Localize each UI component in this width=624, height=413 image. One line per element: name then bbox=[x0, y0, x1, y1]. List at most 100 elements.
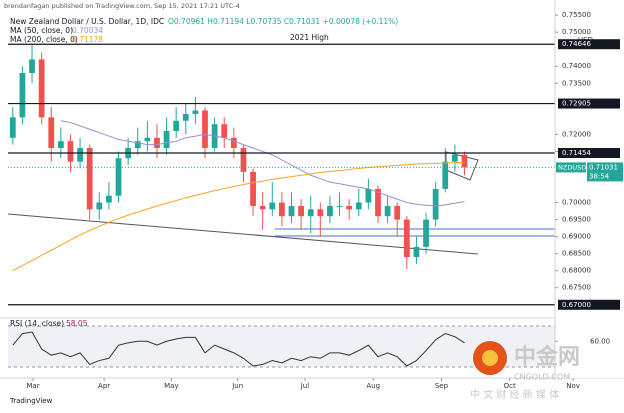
watermark-brand: 中金网 bbox=[514, 344, 580, 370]
candle-body bbox=[38, 59, 45, 118]
y-tick-label: 0.67500 bbox=[562, 284, 591, 292]
legend-value: 0.70034 bbox=[72, 26, 103, 35]
candle-body bbox=[327, 205, 333, 217]
candle-body bbox=[106, 195, 112, 203]
candle-body bbox=[259, 205, 266, 210]
footer: TradingView bbox=[9, 397, 53, 405]
y-tick-label: 0.72000 bbox=[562, 130, 591, 138]
candle-body bbox=[96, 202, 103, 210]
candle-body bbox=[221, 124, 228, 138]
x-tick-label: Mar bbox=[26, 382, 39, 390]
candle-body bbox=[384, 205, 391, 217]
candle-body bbox=[115, 158, 122, 196]
level-label-box bbox=[558, 39, 620, 50]
candle-body bbox=[67, 141, 74, 162]
candle-body bbox=[269, 202, 276, 210]
candle-body bbox=[307, 209, 314, 217]
y-tick-label: 0.69500 bbox=[562, 216, 591, 224]
candle-body bbox=[163, 130, 170, 149]
level-label-box bbox=[558, 147, 620, 158]
candle-body bbox=[413, 246, 420, 258]
annotation: 2021 High bbox=[290, 33, 329, 42]
candle-body bbox=[202, 110, 208, 149]
candle-body bbox=[240, 148, 247, 172]
candle-body bbox=[317, 209, 324, 217]
y-tick-label: 0.70000 bbox=[562, 199, 591, 207]
countdown: 38:54 bbox=[589, 172, 610, 180]
x-tick-label: Jul bbox=[300, 382, 310, 390]
candle-body bbox=[288, 205, 295, 217]
price-label: 0.71031 bbox=[589, 163, 618, 171]
candle-body bbox=[173, 120, 180, 131]
candle-body bbox=[346, 205, 353, 210]
level-label-box bbox=[558, 299, 620, 310]
candle-body bbox=[86, 148, 93, 210]
moving-average bbox=[12, 161, 465, 272]
candle-body bbox=[375, 188, 381, 217]
legend-value: 0.71178 bbox=[72, 35, 103, 44]
y-tick-label: 0.74000 bbox=[562, 62, 591, 70]
candle-body bbox=[250, 171, 256, 206]
candle-body bbox=[192, 110, 199, 114]
rsi-band bbox=[8, 326, 555, 367]
watermark-logo-inner bbox=[482, 350, 498, 366]
x-tick-label: Jun bbox=[231, 382, 243, 390]
y-tick-label: 0.73500 bbox=[562, 79, 591, 87]
level-label: 0.67000 bbox=[562, 301, 591, 309]
candle-body bbox=[230, 137, 237, 149]
moving-average bbox=[60, 120, 465, 207]
x-tick-label: Sep bbox=[435, 382, 449, 390]
candle-body bbox=[394, 205, 401, 220]
publisher: brendanfagan published on TradingView.co… bbox=[4, 2, 240, 10]
candle-body bbox=[336, 205, 343, 207]
candle-body bbox=[182, 113, 189, 121]
legend-entry: MA (50, close, 0) bbox=[10, 26, 73, 35]
candle-body bbox=[365, 188, 372, 203]
candle-body bbox=[134, 141, 141, 149]
symbol-label: NZDUSD bbox=[558, 163, 586, 171]
y-tick-label: 0.68000 bbox=[562, 267, 591, 275]
candle-body bbox=[154, 137, 160, 149]
candle-body bbox=[461, 154, 468, 168]
price-box bbox=[587, 162, 623, 182]
x-tick-label: Apr bbox=[98, 382, 110, 390]
y-tick-label: 0.75000 bbox=[562, 28, 591, 36]
price-axis bbox=[555, 0, 624, 378]
symbol-box bbox=[556, 162, 586, 173]
candle-body bbox=[432, 188, 439, 220]
x-tick-label: Oct bbox=[504, 382, 516, 390]
candle-body bbox=[451, 154, 458, 162]
candle-body bbox=[403, 219, 410, 258]
ohlc: O0.70961 H0.71194 L0.70735 C0.71031 +0.0… bbox=[168, 17, 398, 26]
x-tick-label: Aug bbox=[366, 382, 380, 390]
candle-body bbox=[279, 202, 285, 217]
watermark-slogan: 中 文 财 经 新 媒 体 bbox=[470, 388, 559, 401]
y-tick-label: 0.75500 bbox=[562, 11, 591, 19]
symbol: New Zealand Dollar / U.S. Dollar, 1D, ID… bbox=[10, 17, 164, 26]
candle-body bbox=[19, 73, 26, 118]
rsi-value: 58.05 bbox=[66, 319, 88, 328]
candle-body bbox=[355, 202, 362, 210]
candle-body bbox=[423, 219, 429, 247]
y-tick-label: 0.69000 bbox=[562, 233, 591, 241]
y-tick-label: 0.68500 bbox=[562, 250, 591, 258]
rsi-title: RSI (14, close) bbox=[10, 319, 64, 328]
watermark-site: CNGOLD.COM bbox=[514, 373, 570, 382]
candle-body bbox=[57, 141, 64, 149]
level-label: 0.72905 bbox=[562, 100, 591, 108]
level-label: 0.74646 bbox=[562, 40, 591, 48]
rsi-line bbox=[12, 331, 465, 367]
candle-body bbox=[48, 117, 55, 149]
candle-body bbox=[144, 137, 151, 142]
candle-body bbox=[9, 117, 16, 138]
level-label-box bbox=[558, 98, 620, 109]
candle-body bbox=[77, 148, 83, 162]
legend-entry: MA (200, close, 0) bbox=[10, 35, 78, 44]
candle-body bbox=[442, 161, 449, 189]
candle-body bbox=[29, 59, 35, 74]
candle-body bbox=[298, 205, 304, 217]
trendline bbox=[7, 213, 479, 255]
level-label: 0.71454 bbox=[562, 149, 591, 157]
